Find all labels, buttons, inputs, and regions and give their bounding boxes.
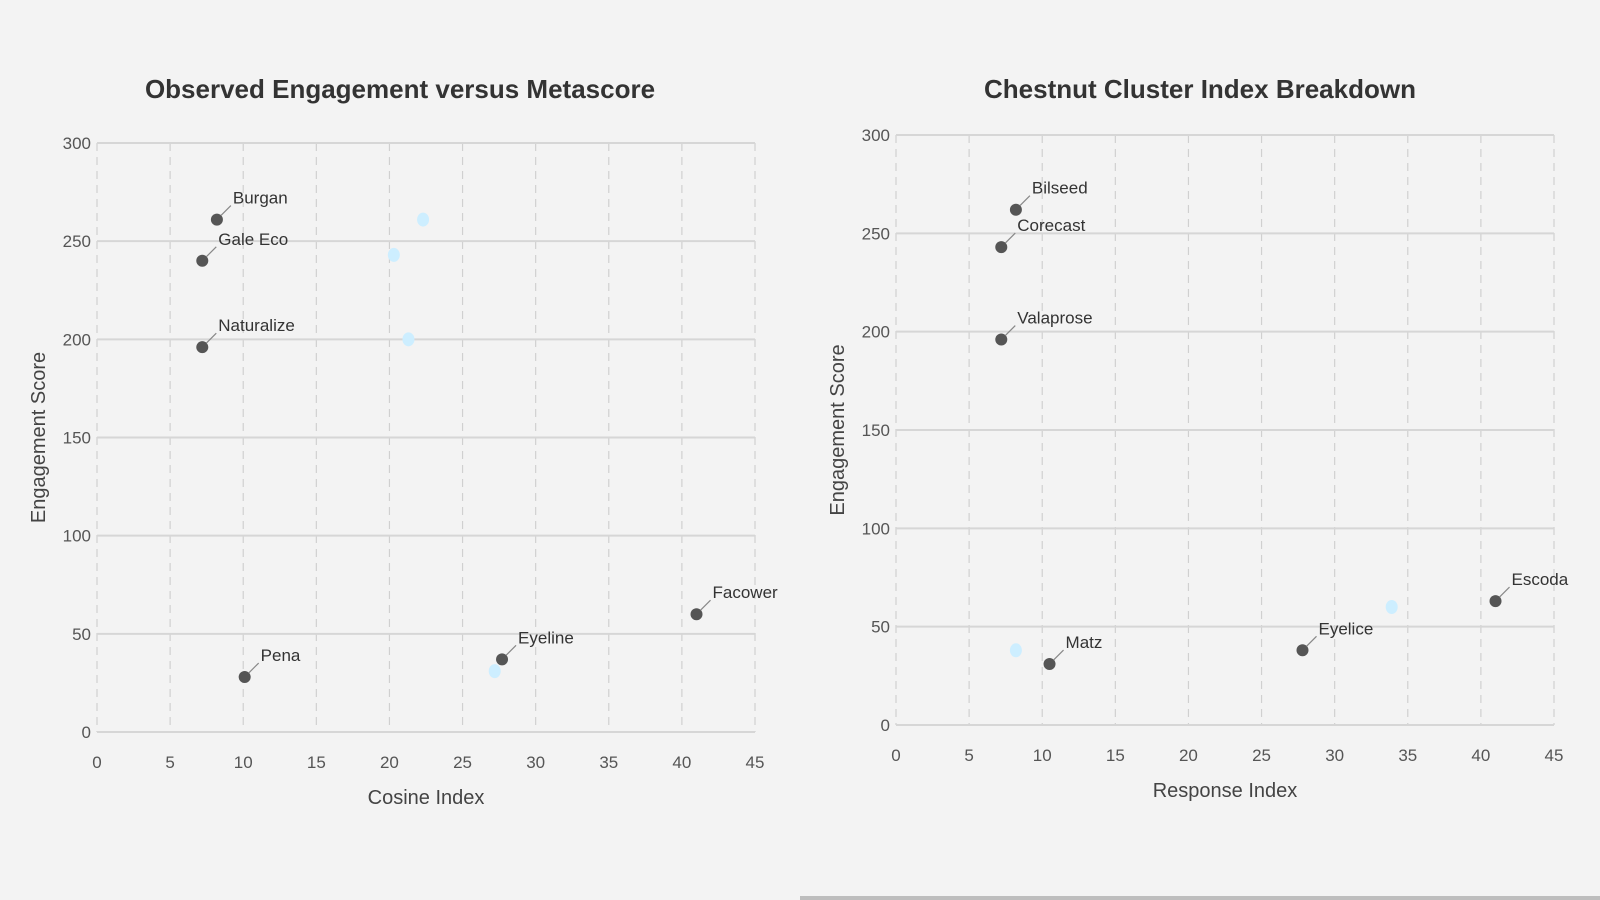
- y-tick-label: 250: [63, 232, 91, 251]
- data-point: [196, 254, 209, 267]
- y-tick-label: 100: [63, 527, 91, 546]
- label-leader-line: [1499, 586, 1510, 598]
- point-label: Facower: [713, 583, 779, 602]
- point-label: Bilseed: [1032, 179, 1088, 198]
- point-label: Corecast: [1017, 216, 1085, 235]
- x-axis-label: Cosine Index: [368, 787, 485, 809]
- x-tick-label: 0: [92, 753, 101, 772]
- x-tick-label: 5: [964, 746, 973, 765]
- label-leader-line: [1004, 325, 1016, 336]
- data-point: [496, 653, 509, 666]
- label-leader-line: [1019, 195, 1031, 207]
- point-label: Escoda: [1512, 570, 1569, 589]
- label-leader-line: [1004, 232, 1016, 244]
- y-axis-label: Engagement Score: [827, 344, 849, 515]
- point-label: Pena: [261, 646, 301, 665]
- x-tick-label: 10: [234, 753, 253, 772]
- y-tick-label: 0: [881, 716, 890, 735]
- data-point: [210, 213, 223, 226]
- y-tick-label: 200: [63, 330, 91, 349]
- x-tick-label: 20: [380, 753, 399, 772]
- x-tick-label: 25: [453, 753, 472, 772]
- y-tick-label: 200: [862, 323, 890, 342]
- label-leader-line: [220, 205, 232, 216]
- label-leader-line: [505, 644, 517, 656]
- label-leader-line: [248, 662, 260, 674]
- data-point-secondary: [1385, 600, 1398, 614]
- data-point: [995, 241, 1008, 254]
- x-tick-label: 15: [307, 753, 326, 772]
- data-point-secondary: [402, 332, 415, 347]
- label-leader-line: [205, 332, 217, 344]
- point-label: Gale Eco: [218, 230, 288, 249]
- x-tick-label: 45: [1545, 746, 1564, 765]
- x-tick-label: 35: [1398, 746, 1417, 765]
- label-leader-line: [1306, 635, 1317, 647]
- x-tick-label: 30: [526, 753, 545, 772]
- data-point: [238, 671, 251, 684]
- chart-1: Observed Engagement versus Metascore 0 5 10…: [28, 74, 778, 809]
- x-tick-label: 30: [1325, 746, 1344, 765]
- data-point-secondary: [417, 212, 430, 227]
- x-tick-label: 0: [891, 746, 900, 765]
- x-axis-label: Response Index: [1153, 780, 1298, 802]
- label-leader-line: [205, 246, 217, 258]
- point-label: Matz: [1066, 633, 1103, 652]
- x-tick-label: 35: [599, 753, 618, 772]
- data-point: [196, 341, 209, 354]
- chart-2: Chestnut Cluster Index Breakdown 0 5 10 15 20…: [827, 74, 1569, 802]
- y-axis-label: Engagement Score: [28, 352, 50, 523]
- data-point: [1489, 595, 1502, 608]
- data-point: [995, 333, 1008, 346]
- y-tick-label: 50: [871, 618, 890, 637]
- y-tick-label: 0: [82, 723, 91, 742]
- x-tick-label: 40: [1471, 746, 1490, 765]
- y-tick-label: 150: [862, 421, 890, 440]
- data-point-secondary: [1009, 643, 1022, 658]
- data-point-secondary: [488, 664, 501, 679]
- x-tick-label: 40: [672, 753, 691, 772]
- point-label: Naturalize: [218, 316, 295, 335]
- horizontal-scrollbar[interactable]: [800, 896, 1600, 900]
- label-leader-line: [700, 599, 711, 611]
- label-leader-line: [1053, 649, 1064, 661]
- x-tick-label: 45: [746, 753, 765, 772]
- data-point-secondary: [387, 247, 400, 262]
- point-label: Burgan: [233, 189, 288, 208]
- point-label: Eyelice: [1318, 619, 1373, 638]
- data-point: [1296, 644, 1309, 657]
- data-point: [690, 608, 703, 621]
- x-tick-label: 20: [1179, 746, 1198, 765]
- y-tick-label: 150: [63, 429, 91, 448]
- y-tick-label: 300: [862, 126, 890, 145]
- point-label: Eyeline: [518, 628, 574, 647]
- x-tick-label: 5: [165, 753, 174, 772]
- x-tick-label: 15: [1106, 746, 1125, 765]
- chart-title: Chestnut Cluster Index Breakdown: [984, 74, 1416, 104]
- data-point: [1043, 658, 1056, 671]
- x-tick-label: 10: [1033, 746, 1052, 765]
- y-tick-label: 250: [862, 224, 890, 243]
- y-tick-label: 300: [63, 134, 91, 153]
- y-tick-label: 50: [72, 625, 91, 644]
- point-label: Valaprose: [1017, 309, 1092, 328]
- x-tick-label: 25: [1252, 746, 1271, 765]
- data-point: [1009, 203, 1022, 216]
- y-tick-label: 100: [862, 519, 890, 538]
- chart-title: Observed Engagement versus Metascore: [145, 74, 655, 104]
